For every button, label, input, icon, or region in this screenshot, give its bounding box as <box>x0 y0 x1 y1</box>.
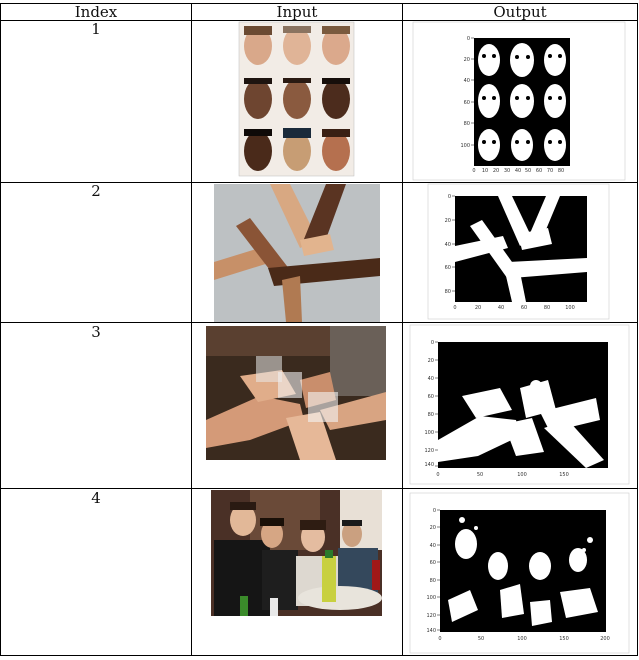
r4-ytick-5: 100 <box>426 595 436 601</box>
r3-xtick-2: 100 <box>517 472 527 478</box>
r1-ytick-0: 0 <box>467 36 470 42</box>
r1-xtick-4: 40 <box>515 168 521 174</box>
row-4-output-plot: 0 20 40 60 80 100 120 140 0 50 100 150 2… <box>409 492 630 654</box>
r3-xtick-0: 0 <box>436 472 439 478</box>
r3-ytick-4: 80 <box>428 412 434 418</box>
r4-ytick-7: 140 <box>426 628 436 634</box>
r1-ytick-2: 40 <box>464 78 470 84</box>
r3-xtick-1: 50 <box>477 472 483 478</box>
r1-xtick-8: 80 <box>558 168 564 174</box>
r1-xtick-1: 10 <box>482 168 488 174</box>
r3-ytick-2: 40 <box>428 376 434 382</box>
header-output: Output <box>493 3 546 21</box>
row-4-index: 4 <box>91 489 101 507</box>
r4-xtick-4: 200 <box>600 636 610 642</box>
face-grid <box>244 26 350 171</box>
row-3-index: 3 <box>91 323 101 341</box>
r4-ytick-1: 20 <box>430 525 436 531</box>
r4-xtick-3: 150 <box>559 636 569 642</box>
r1-xtick-5: 50 <box>525 168 531 174</box>
r3-ytick-0: 0 <box>431 340 434 346</box>
r3-ytick-5: 100 <box>424 430 434 436</box>
r3-ytick-6: 120 <box>424 448 434 454</box>
row-3-input-image <box>206 326 386 460</box>
header-input: Input <box>277 3 318 21</box>
r2-ytick-3: 60 <box>445 265 451 271</box>
r3-ytick-3: 60 <box>428 394 434 400</box>
r2-ytick-4: 80 <box>445 289 451 295</box>
r1-ytick-4: 80 <box>464 121 470 127</box>
r2-xtick-5: 100 <box>565 305 575 311</box>
row-1-index: 1 <box>91 20 101 38</box>
r4-xtick-2: 100 <box>517 636 527 642</box>
r4-ytick-0: 0 <box>433 508 436 514</box>
r1-xtick-0: 0 <box>472 168 475 174</box>
r3-xtick-3: 150 <box>559 472 569 478</box>
row-2-input-image <box>214 184 380 322</box>
r2-ytick-0: 0 <box>448 194 451 200</box>
table-grid <box>0 3 638 656</box>
r1-xtick-2: 20 <box>493 168 499 174</box>
r4-xtick-0: 0 <box>438 636 441 642</box>
row-3-output-plot: 0 20 40 60 80 100 120 140 0 50 100 150 <box>409 324 630 485</box>
r2-xtick-0: 0 <box>453 305 456 311</box>
r2-xtick-4: 80 <box>544 305 550 311</box>
r3-ytick-1: 20 <box>428 358 434 364</box>
r2-ytick-2: 40 <box>445 242 451 248</box>
r4-ytick-2: 40 <box>430 543 436 549</box>
row-1-input-image <box>238 21 355 177</box>
r4-ytick-6: 120 <box>426 613 436 619</box>
row-4-input-image <box>211 490 382 616</box>
header-index: Index <box>75 3 118 21</box>
r1-xtick-3: 30 <box>504 168 510 174</box>
r2-xtick-1: 20 <box>475 305 481 311</box>
r1-xtick-7: 70 <box>547 168 553 174</box>
row-1-output-plot: 0 20 40 60 80 100 0 10 20 30 40 50 60 70… <box>412 21 626 181</box>
r1-ytick-5: 100 <box>460 143 470 149</box>
r3-ytick-7: 140 <box>424 462 434 468</box>
row-2-output-plot: 0 20 40 60 80 0 20 40 60 80 100 <box>427 183 610 320</box>
row-2-index: 2 <box>91 182 101 200</box>
r1-ytick-1: 20 <box>464 57 470 63</box>
r4-xtick-1: 50 <box>478 636 484 642</box>
r4-ytick-3: 60 <box>430 560 436 566</box>
r1-ytick-3: 60 <box>464 100 470 106</box>
r1-xtick-6: 60 <box>536 168 542 174</box>
r2-xtick-3: 60 <box>521 305 527 311</box>
r4-ytick-4: 80 <box>430 578 436 584</box>
r2-ytick-1: 20 <box>445 218 451 224</box>
r2-xtick-2: 40 <box>498 305 504 311</box>
